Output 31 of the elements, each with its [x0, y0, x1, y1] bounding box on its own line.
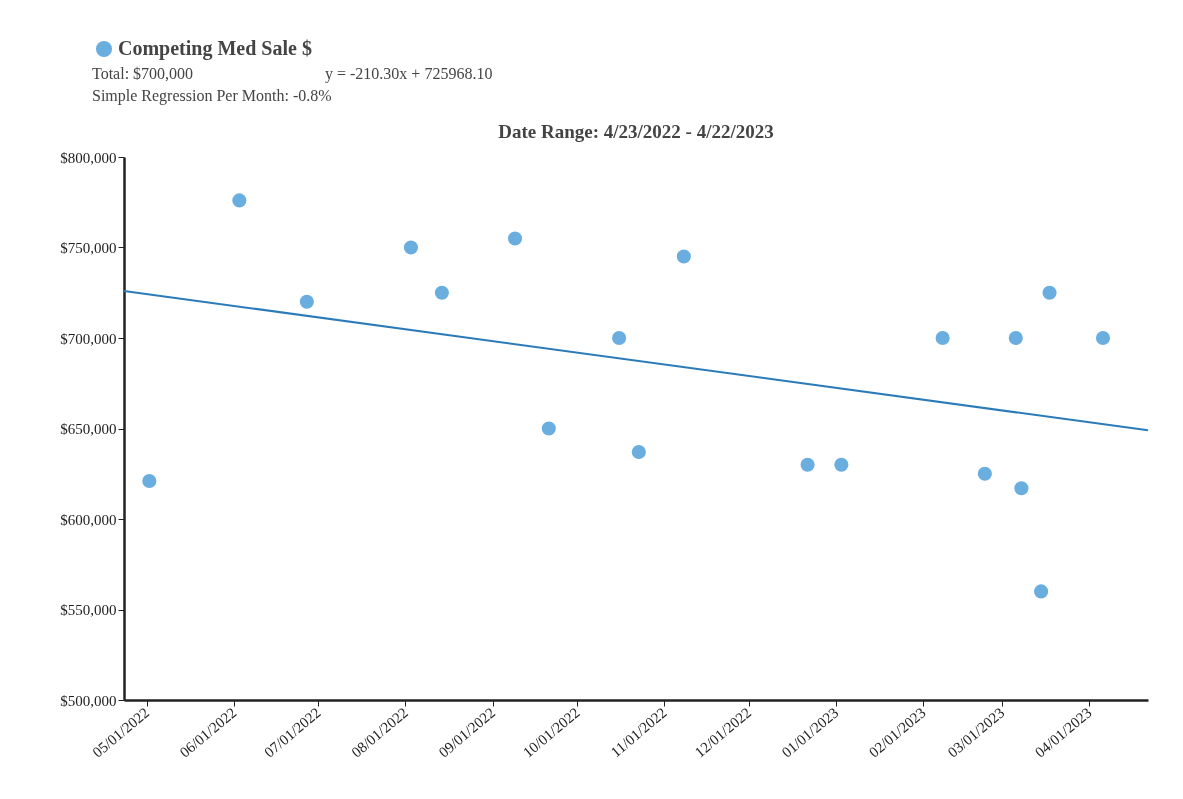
- y-tick-label: $500,000: [60, 692, 117, 709]
- point: [434, 285, 449, 300]
- point: [232, 193, 247, 208]
- y-tick-label: $550,000: [60, 602, 117, 618]
- point: [507, 231, 523, 246]
- point: [676, 249, 691, 264]
- point: [1095, 330, 1111, 346]
- text: Total: $700,000: [92, 65, 194, 82]
- point: [299, 294, 314, 309]
- point: [1042, 285, 1057, 300]
- y-tick-label: $600,000: [60, 511, 117, 528]
- point: [403, 240, 419, 255]
- point: [1014, 481, 1029, 496]
- point: [1034, 584, 1049, 599]
- legend-label: Competing Med Sale $: [118, 37, 312, 60]
- point: [1008, 330, 1023, 346]
- y-tick-label: $650,000: [60, 421, 117, 437]
- point: [142, 473, 157, 489]
- point: [977, 466, 992, 481]
- point: [834, 457, 849, 472]
- point: [935, 330, 950, 346]
- y-tick-label: $700,000: [60, 330, 117, 347]
- text: y = -210.30x + 725968.10: [325, 65, 493, 83]
- point: [631, 444, 646, 460]
- y-tick-label: $800,000: [60, 149, 117, 166]
- point: [612, 330, 627, 346]
- chart-title: Date Range: 4/23/2022 - 4/22/2023: [498, 121, 774, 142]
- point: [800, 457, 815, 472]
- y-tick-label: $750,000: [60, 240, 117, 256]
- text: Simple Regression Per Month: -0.8%: [92, 87, 332, 105]
- point: [541, 421, 556, 436]
